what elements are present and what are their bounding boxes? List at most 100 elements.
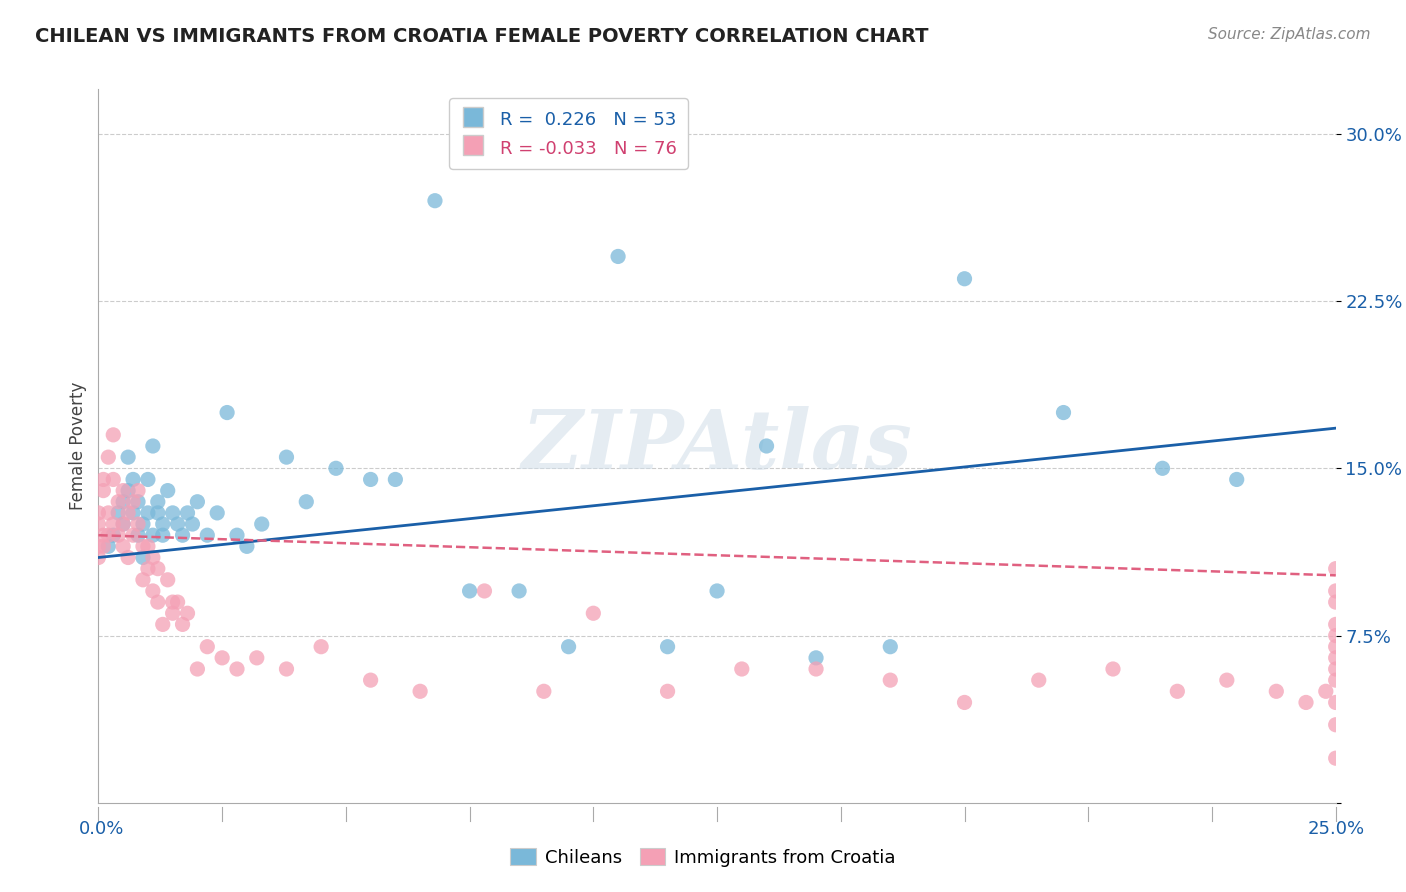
Point <box>1166 684 1188 698</box>
Point <box>117 506 139 520</box>
Point <box>146 506 169 520</box>
Point <box>152 528 174 542</box>
Point <box>117 550 139 565</box>
Point <box>1226 473 1249 487</box>
Point <box>142 550 165 565</box>
Point <box>112 517 135 532</box>
Point <box>1152 461 1174 475</box>
Point <box>97 506 120 520</box>
Point <box>156 483 179 498</box>
Point <box>879 673 901 687</box>
Text: ZIPAtlas: ZIPAtlas <box>522 406 912 486</box>
Point <box>804 662 827 676</box>
Point <box>107 494 129 508</box>
Point <box>176 607 198 621</box>
Point <box>360 673 382 687</box>
Point <box>533 684 555 698</box>
Point <box>112 517 135 532</box>
Point <box>87 539 110 553</box>
Point <box>706 583 728 598</box>
Point <box>112 494 135 508</box>
Point <box>93 483 115 498</box>
Point <box>107 506 129 520</box>
Point <box>122 473 145 487</box>
Point <box>152 517 174 532</box>
Point <box>1324 673 1347 687</box>
Point <box>142 583 165 598</box>
Point <box>107 528 129 542</box>
Point <box>103 517 125 532</box>
Point <box>226 528 249 542</box>
Point <box>97 528 120 542</box>
Point <box>142 528 165 542</box>
Point <box>93 539 115 553</box>
Point <box>607 249 630 264</box>
Point <box>97 539 120 553</box>
Point <box>97 450 120 465</box>
Text: 25.0%: 25.0% <box>1308 820 1364 838</box>
Point <box>409 684 432 698</box>
Point <box>172 528 194 542</box>
Y-axis label: Female Poverty: Female Poverty <box>69 382 87 510</box>
Point <box>93 473 115 487</box>
Point <box>657 640 679 654</box>
Point <box>186 494 208 508</box>
Point <box>87 550 110 565</box>
Point <box>103 473 125 487</box>
Point <box>508 583 530 598</box>
Point <box>127 483 149 498</box>
Legend: Chileans, Immigrants from Croatia: Chileans, Immigrants from Croatia <box>503 841 903 874</box>
Point <box>122 494 145 508</box>
Point <box>1324 751 1347 765</box>
Point <box>181 517 204 532</box>
Point <box>132 517 155 532</box>
Point <box>87 506 110 520</box>
Point <box>731 662 754 676</box>
Point <box>384 473 406 487</box>
Point <box>1216 673 1239 687</box>
Point <box>276 450 298 465</box>
Point <box>1324 662 1347 676</box>
Point <box>152 617 174 632</box>
Point <box>309 640 332 654</box>
Point <box>132 550 155 565</box>
Point <box>217 405 239 420</box>
Point <box>136 562 159 576</box>
Point <box>103 427 125 442</box>
Point <box>205 506 228 520</box>
Point <box>93 528 115 542</box>
Point <box>122 506 145 520</box>
Point <box>112 483 135 498</box>
Point <box>136 539 159 553</box>
Point <box>195 528 218 542</box>
Point <box>117 483 139 498</box>
Point <box>879 640 901 654</box>
Point <box>250 517 273 532</box>
Text: 0.0%: 0.0% <box>79 820 124 838</box>
Point <box>1324 595 1347 609</box>
Text: Source: ZipAtlas.com: Source: ZipAtlas.com <box>1208 27 1371 42</box>
Point <box>142 439 165 453</box>
Point <box>1052 405 1074 420</box>
Point <box>172 617 194 632</box>
Point <box>122 528 145 542</box>
Point <box>755 439 778 453</box>
Point <box>146 562 169 576</box>
Legend: R =  0.226   N = 53, R = -0.033   N = 76: R = 0.226 N = 53, R = -0.033 N = 76 <box>450 98 688 169</box>
Point <box>136 473 159 487</box>
Point <box>146 595 169 609</box>
Point <box>423 194 446 208</box>
Point <box>162 595 184 609</box>
Point <box>132 573 155 587</box>
Point <box>166 517 188 532</box>
Point <box>226 662 249 676</box>
Point <box>146 494 169 508</box>
Point <box>162 607 184 621</box>
Point <box>1324 583 1347 598</box>
Point <box>162 506 184 520</box>
Point <box>1102 662 1125 676</box>
Point <box>1324 617 1347 632</box>
Point <box>557 640 579 654</box>
Point <box>953 271 976 285</box>
Point <box>1324 562 1347 576</box>
